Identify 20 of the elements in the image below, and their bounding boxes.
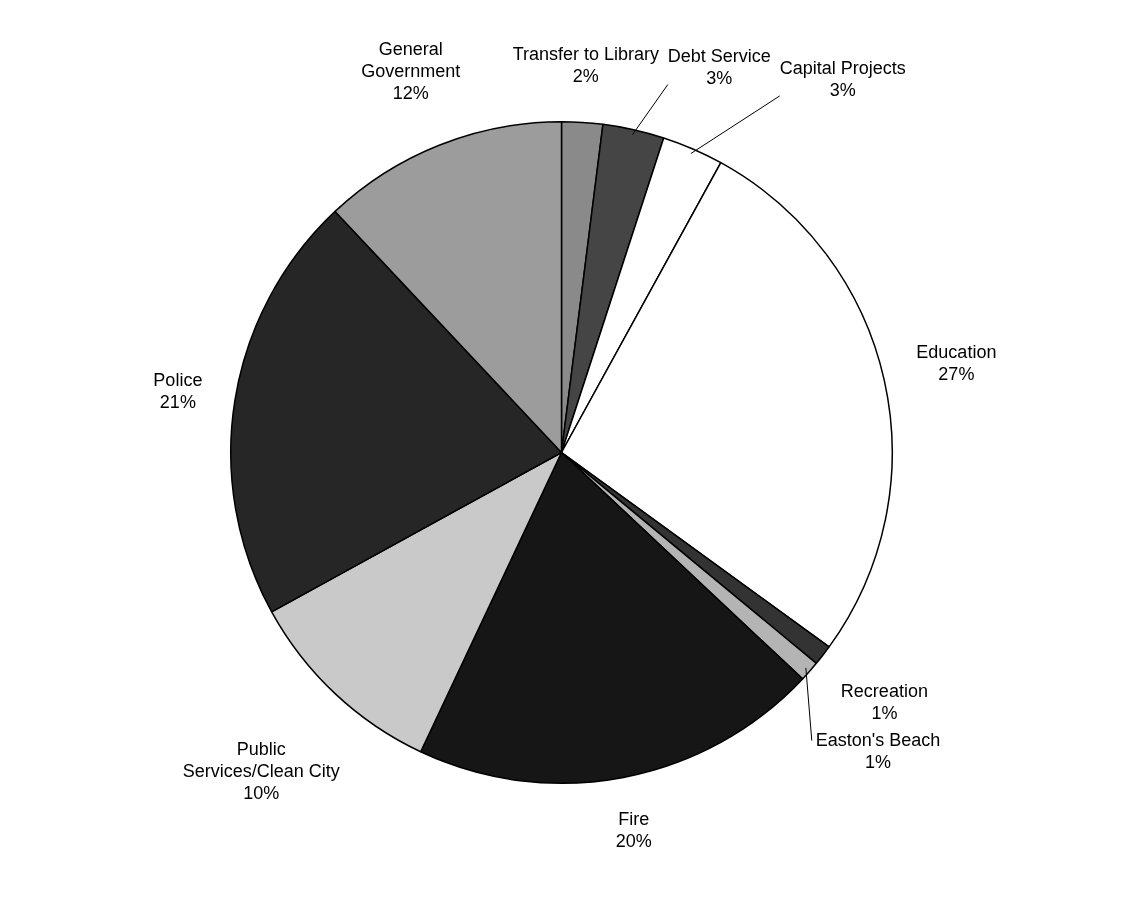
data-label: 20% (615, 831, 652, 852)
slice-label: General Government (361, 38, 461, 81)
slice-label: Public Services/Clean City (182, 739, 340, 782)
data-label: 1% (865, 751, 892, 772)
data-label: 2% (572, 65, 599, 86)
data-label: 10% (243, 783, 280, 804)
slice-label: Fire (618, 809, 650, 830)
slice-label: Recreation (840, 680, 928, 701)
slice-label: Police (153, 369, 203, 390)
data-label: 3% (829, 79, 856, 100)
slice-label: Easton's Beach (815, 729, 941, 750)
slice-label: Debt Service (667, 46, 771, 67)
slice-label: Education (916, 342, 997, 363)
slice-label: Capital Projects (779, 57, 906, 78)
slice-label: Transfer to Library (512, 43, 660, 64)
data-label: 21% (159, 391, 196, 412)
data-label: 1% (871, 702, 898, 723)
data-label: 27% (938, 364, 975, 385)
data-label: 3% (706, 68, 733, 89)
data-label: 12% (392, 82, 429, 103)
